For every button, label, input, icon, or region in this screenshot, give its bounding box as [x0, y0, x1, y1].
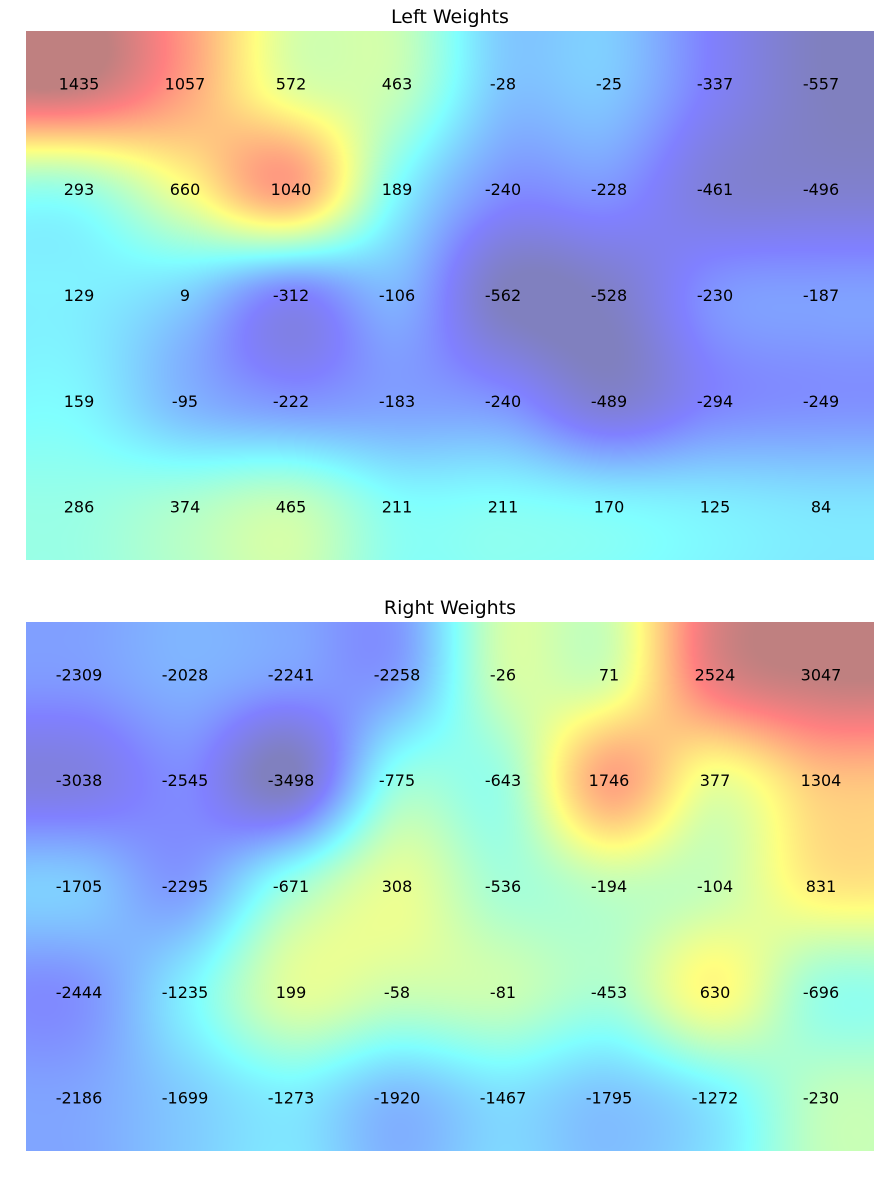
left-weights-heatmap: 1435 1057 572 463 -28 -25 -337 -557 293 660 1040 18… — [26, 31, 874, 560]
right-weights-cell-label: -643 — [485, 771, 521, 790]
left-weights-cell-label: -95 — [172, 392, 198, 411]
right-weights-cell-label: -2444 — [56, 983, 103, 1002]
right-weights-cell-label: -1795 — [586, 1089, 633, 1108]
right-weights-cell-label: -2028 — [162, 665, 209, 684]
left-weights-cell-label: 572 — [276, 74, 307, 93]
left-weights-cell-label: -496 — [803, 180, 839, 199]
left-weights-cell-label: -557 — [803, 74, 839, 93]
left-weights-cell-label: 9 — [180, 286, 190, 305]
left-weights-cell-label: 1057 — [165, 74, 206, 93]
right-weights-cell-label: 1746 — [589, 771, 630, 790]
left-weights-cell-label: 159 — [64, 392, 95, 411]
left-weights-labels: 1435 1057 572 463 -28 -25 -337 -557 293 660 1040 18… — [59, 74, 840, 517]
right-weights-cell-label: -2186 — [56, 1089, 103, 1108]
right-weights-cell-label: -536 — [485, 877, 521, 896]
left-weights-cell-label: 84 — [811, 498, 831, 517]
right-weights-cell-label: -2295 — [162, 877, 209, 896]
left-weights-cell-label: -489 — [591, 392, 627, 411]
right-weights-cell-label: -230 — [803, 1089, 839, 1108]
right-weights-cell-label: 308 — [382, 877, 413, 896]
right-weights-cell-label: 377 — [700, 771, 731, 790]
left-weights-cell-label: -240 — [485, 180, 521, 199]
right-weights-cell-label: 3047 — [801, 665, 842, 684]
left-weights-cell-label: 463 — [382, 74, 413, 93]
left-weights-cell-label: 189 — [382, 180, 413, 199]
left-weights-cell-label: -222 — [273, 392, 309, 411]
left-weights-cell-label: -294 — [697, 392, 733, 411]
left-weights-cell-label: 374 — [170, 498, 201, 517]
left-weights-cell-label: 170 — [594, 498, 625, 517]
left-weights-cell-label: 125 — [700, 498, 731, 517]
left-weights-title: Left Weights — [391, 6, 509, 28]
left-weights-cell-label: -562 — [485, 286, 521, 305]
left-weights-cell-label: -183 — [379, 392, 415, 411]
left-weights-cell-label: -240 — [485, 392, 521, 411]
left-weights-cell-label: 129 — [64, 286, 95, 305]
left-weights-cell-label: 1435 — [59, 74, 100, 93]
right-weights-cell-label: -26 — [490, 665, 516, 684]
left-weights-cell-label: 293 — [64, 180, 95, 199]
left-weights-cell-label: -337 — [697, 74, 733, 93]
left-weights-cell-label: 211 — [488, 498, 519, 517]
left-weights-cell-label: -25 — [596, 74, 622, 93]
right-weights-labels: -2309 -2028 -2241 -2258 -26 71 2524 3047 -3038 -2… — [56, 665, 842, 1108]
right-weights-cell-label: 1304 — [801, 771, 842, 790]
right-weights-heatmap-image — [26, 622, 874, 1151]
right-weights-cell-label: 199 — [276, 983, 307, 1002]
left-weights-cell-label: -312 — [273, 286, 309, 305]
left-weights-cell-label: 286 — [64, 498, 95, 517]
left-weights-cell-label: -528 — [591, 286, 627, 305]
left-weights-cell-label: 465 — [276, 498, 307, 517]
right-weights-cell-label: 71 — [599, 665, 619, 684]
right-weights-cell-label: -1920 — [374, 1089, 421, 1108]
left-weights-cell-label: -249 — [803, 392, 839, 411]
right-weights-cell-label: -58 — [384, 983, 410, 1002]
right-weights-cell-label: 630 — [700, 983, 731, 1002]
right-weights-cell-label: -2258 — [374, 665, 421, 684]
left-weights-heatmap-image — [26, 31, 874, 560]
right-weights-cell-label: -453 — [591, 983, 627, 1002]
right-weights-cell-label: -2241 — [268, 665, 315, 684]
right-weights-cell-label: -1467 — [480, 1089, 527, 1108]
left-weights-cell-label: 660 — [170, 180, 201, 199]
left-weights-cell-label: 211 — [382, 498, 413, 517]
right-weights-cell-label: -104 — [697, 877, 733, 896]
right-weights-title: Right Weights — [383, 597, 517, 619]
right-weights-heatmap: -2309 -2028 -2241 -2258 -26 71 2524 3047 -3038 -2… — [26, 622, 874, 1151]
left-weights-cell-label: -228 — [591, 180, 627, 199]
right-weights-cell-label: -1235 — [162, 983, 209, 1002]
left-weights-cell-label: -106 — [379, 286, 415, 305]
right-weights-cell-label: -775 — [379, 771, 415, 790]
right-weights-cell-label: -81 — [490, 983, 516, 1002]
left-weights-cell-label: -28 — [490, 74, 516, 93]
left-weights-cell-label: -230 — [697, 286, 733, 305]
left-weights-cell-label: -461 — [697, 180, 733, 199]
left-weights-cell-label: -187 — [803, 286, 839, 305]
right-weights-cell-label: -1272 — [692, 1089, 739, 1108]
right-weights-cell-label: -194 — [591, 877, 627, 896]
right-weights-cell-label: -3498 — [268, 771, 315, 790]
right-weights-cell-label: -2545 — [162, 771, 209, 790]
right-weights-cell-label: 2524 — [695, 665, 736, 684]
left-weights-cell-label: 1040 — [271, 180, 312, 199]
right-weights-cell-label: -671 — [273, 877, 309, 896]
right-weights-cell-label: -696 — [803, 983, 839, 1002]
right-weights-cell-label: -1705 — [56, 877, 103, 896]
right-weights-cell-label: -1699 — [162, 1089, 209, 1108]
right-weights-cell-label: -3038 — [56, 771, 103, 790]
right-weights-cell-label: -1273 — [268, 1089, 315, 1108]
right-weights-cell-label: 831 — [806, 877, 837, 896]
right-weights-cell-label: -2309 — [56, 665, 103, 684]
